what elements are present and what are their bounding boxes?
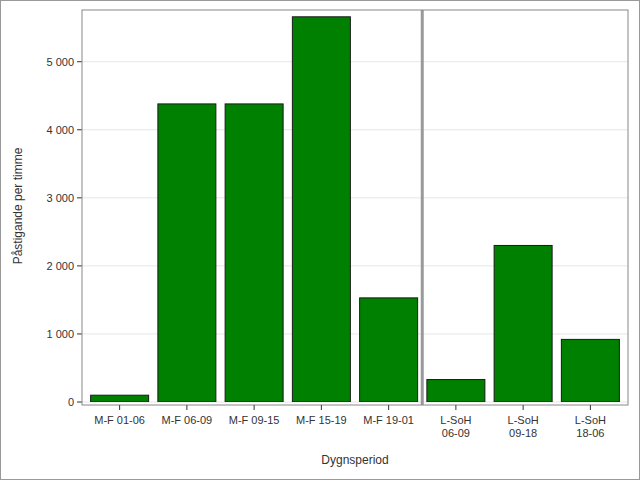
tick xyxy=(590,405,591,410)
category-label: M-F 01-06 xyxy=(94,414,145,426)
category-label: L-SoH18-06 xyxy=(575,414,606,439)
tick-label: 1 000 xyxy=(46,328,74,340)
tick-label: 3 000 xyxy=(46,192,74,204)
category-label-line: L-SoH xyxy=(440,414,471,426)
tick xyxy=(254,405,255,410)
bar xyxy=(360,298,418,402)
category-label-line: M-F 06-09 xyxy=(162,414,213,426)
category-label-line: M-F 19-01 xyxy=(363,414,414,426)
tick xyxy=(77,265,82,266)
bar xyxy=(292,17,350,402)
tick xyxy=(77,129,82,130)
tick-label: 0 xyxy=(68,396,74,408)
category-label-line: M-F 15-19 xyxy=(296,414,347,426)
tick xyxy=(523,405,524,410)
bar xyxy=(91,395,149,402)
tick xyxy=(77,61,82,62)
bar xyxy=(561,339,619,402)
group-separator xyxy=(421,10,424,405)
bar xyxy=(225,104,283,402)
y-axis-label: Påstigande per timme xyxy=(11,147,25,264)
chart: 0 1 000 2 000 3 000 4 000 5 000 M-F 01-06 M-F 0… xyxy=(0,0,640,480)
plot-frame xyxy=(82,10,628,405)
tick xyxy=(77,402,82,403)
category-label: M-F 06-09 xyxy=(162,414,213,426)
category-label-line: 18-06 xyxy=(576,427,604,439)
category-label-line: L-SoH xyxy=(575,414,606,426)
tick xyxy=(186,405,187,410)
category-label-line: 06-09 xyxy=(442,427,470,439)
tick-label: 5 000 xyxy=(46,56,74,68)
category-label: L-SoH09-18 xyxy=(508,414,539,439)
tick-label: 2 000 xyxy=(46,260,74,272)
tick xyxy=(77,197,82,198)
tick xyxy=(388,405,389,410)
grid-line xyxy=(82,61,628,62)
category-label: M-F 15-19 xyxy=(296,414,347,426)
tick xyxy=(77,333,82,334)
category-label-line: L-SoH xyxy=(508,414,539,426)
category-label-line: M-F 09-15 xyxy=(229,414,280,426)
bar xyxy=(427,380,485,402)
category-label: M-F 19-01 xyxy=(363,414,414,426)
bars xyxy=(91,17,620,402)
category-label: L-SoH06-09 xyxy=(440,414,471,439)
background xyxy=(1,1,640,480)
tick-label: 4 000 xyxy=(46,124,74,136)
category-label: M-F 09-15 xyxy=(229,414,280,426)
bar xyxy=(158,104,216,402)
bar xyxy=(494,245,552,402)
category-label-line: 09-18 xyxy=(509,427,537,439)
category-label-line: M-F 01-06 xyxy=(94,414,145,426)
tick xyxy=(119,405,120,410)
x-axis-label: Dygnsperiod xyxy=(321,453,388,467)
tick xyxy=(455,405,456,410)
tick xyxy=(321,405,322,410)
